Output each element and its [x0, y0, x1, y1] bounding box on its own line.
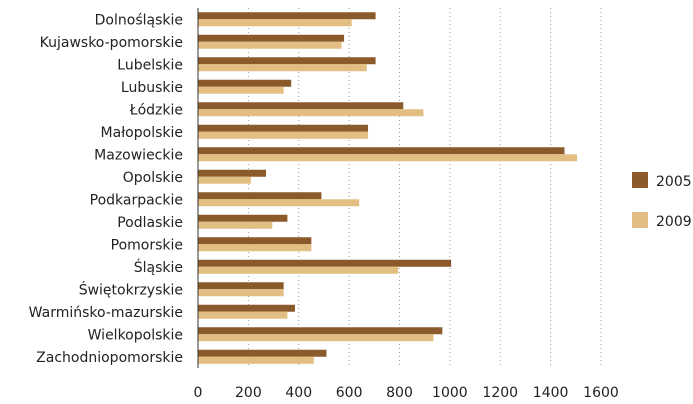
legend-swatch-2009	[632, 212, 648, 228]
bar-2009	[198, 177, 251, 184]
category-label: Lubelskie	[117, 57, 183, 73]
x-tick-label: 600	[336, 385, 363, 401]
category-label: Mazowieckie	[94, 147, 183, 163]
bar-2005	[198, 327, 442, 334]
bar-2009	[198, 87, 284, 94]
bar-2009	[198, 289, 284, 296]
bar-2005	[198, 147, 564, 154]
category-label: Warmińsko-mazurskie	[29, 305, 183, 321]
bar-2009	[198, 19, 352, 26]
category-label: Dolnośląskie	[95, 12, 183, 28]
category-label: Opolskie	[123, 170, 183, 186]
category-label: Podkarpackie	[90, 192, 183, 208]
bar-2005	[198, 12, 376, 19]
bar-2005	[198, 282, 284, 289]
category-label: Kujawsko-pomorskie	[40, 35, 183, 51]
bar-2005	[198, 305, 295, 312]
bar-2005	[198, 80, 291, 87]
category-label: Śląskie	[134, 258, 183, 276]
bar-2009	[198, 334, 434, 341]
legend: 2005 2009	[632, 172, 692, 230]
bar-2005	[198, 192, 321, 199]
category-label: Świętokrzyskie	[79, 280, 183, 298]
category-label: Małopolskie	[101, 125, 183, 141]
bar-2009	[198, 199, 359, 206]
x-tick-label: 400	[285, 385, 312, 401]
bar-2009	[198, 357, 314, 364]
bar-2009	[198, 244, 311, 251]
bar-2005	[198, 350, 326, 357]
category-label: Wielkopolskie	[88, 327, 183, 343]
category-label: Podlaskie	[117, 215, 183, 231]
bar-2005	[198, 260, 451, 267]
bar-2005	[198, 35, 344, 42]
bar-2005	[198, 237, 311, 244]
legend-label-2005: 2005	[656, 174, 692, 190]
bar-2005	[198, 125, 368, 132]
category-label: Pomorskie	[111, 237, 183, 253]
x-tick-label: 1600	[583, 385, 619, 401]
x-tick-label: 800	[386, 385, 413, 401]
bar-2009	[198, 42, 342, 49]
x-tick-label: 0	[194, 385, 203, 401]
bar-2009	[198, 312, 287, 319]
x-tick-label: 200	[235, 385, 262, 401]
legend-label-2009: 2009	[656, 214, 692, 230]
bar-2005	[198, 215, 287, 222]
x-tick-label: 1400	[533, 385, 569, 401]
bar-2009	[198, 64, 367, 71]
bar-2005	[198, 170, 266, 177]
bar-2009	[198, 154, 577, 161]
bar-2009	[198, 222, 272, 229]
bar-2005	[198, 102, 403, 109]
x-axis-ticks: 0 200 400 600 800 1000 1200 1400 1600	[194, 385, 619, 401]
x-tick-label: 1200	[482, 385, 518, 401]
bars-group	[198, 12, 577, 364]
category-labels: Dolnośląskie Kujawsko-pomorskie Lubelskie L…	[29, 12, 183, 366]
bar-2005	[198, 57, 376, 64]
bar-2009	[198, 132, 368, 139]
x-tick-label: 1000	[432, 385, 468, 401]
category-label: Łódzkie	[129, 102, 183, 118]
category-label: Zachodniopomorskie	[36, 350, 183, 366]
category-label: Lubuskie	[121, 80, 183, 96]
bar-2009	[198, 109, 423, 116]
legend-swatch-2005	[632, 172, 648, 188]
bar-2009	[198, 267, 398, 274]
